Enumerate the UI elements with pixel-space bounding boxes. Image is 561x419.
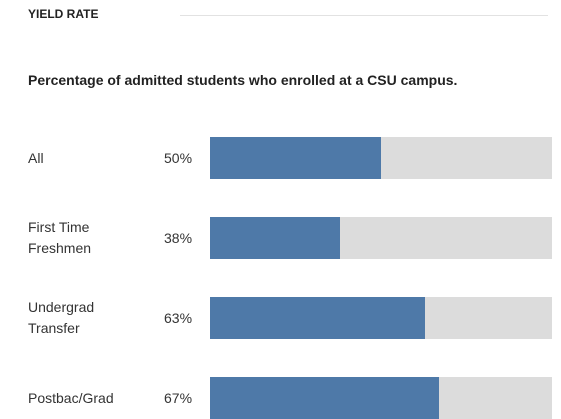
bar-track	[210, 217, 552, 259]
bar-track	[210, 297, 552, 339]
bar-track	[210, 377, 552, 419]
category-label: Postbac/Grad	[28, 389, 114, 406]
chart-subtitle: Percentage of admitted students who enro…	[28, 72, 458, 88]
category-label: All	[28, 149, 44, 166]
bar-row: All 50%	[0, 137, 561, 179]
bar	[210, 137, 381, 179]
bar-row: Postbac/Grad 67%	[0, 377, 561, 419]
category-label: Undergrad Transfer	[28, 299, 95, 336]
bar-row: First Time Freshmen 38%	[0, 217, 561, 259]
bar-row: Undergrad Transfer 63%	[0, 297, 561, 339]
category-label: First Time Freshmen	[28, 219, 92, 256]
bar-track	[210, 137, 552, 179]
chart-title: YIELD RATE	[28, 7, 99, 21]
divider	[180, 15, 548, 16]
value-label: 50%	[164, 150, 193, 166]
bar	[210, 217, 340, 259]
value-label: 67%	[164, 390, 193, 406]
bar	[210, 377, 440, 419]
bar	[210, 297, 426, 339]
value-label: 38%	[164, 230, 193, 246]
value-label: 63%	[164, 310, 193, 326]
